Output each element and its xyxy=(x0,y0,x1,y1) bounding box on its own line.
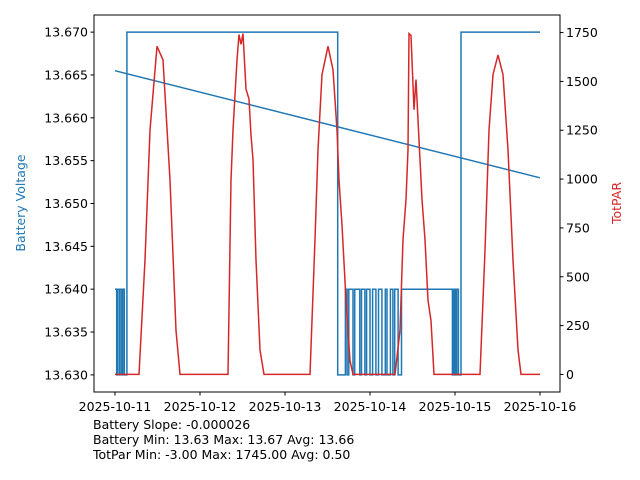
x-tick-label: 2025-10-15 xyxy=(419,399,492,414)
right-axis-label: TotPAR xyxy=(609,182,624,225)
right-tick-label: 750 xyxy=(566,220,590,235)
right-tick-label: 0 xyxy=(566,367,574,382)
left-tick-label: 13.640 xyxy=(44,282,88,297)
left-tick-label: 13.645 xyxy=(44,239,88,254)
x-tick-label: 2025-10-11 xyxy=(79,399,152,414)
x-tick-label: 2025-10-14 xyxy=(334,399,407,414)
annotation-battery-slope: Battery Slope: -0.000026 xyxy=(93,417,251,432)
left-tick-label: 13.660 xyxy=(44,110,88,125)
right-tick-label: 1500 xyxy=(566,74,598,89)
x-tick-label: 2025-10-13 xyxy=(249,399,322,414)
series-totpar xyxy=(115,31,540,376)
annotation-battery-stats: Battery Min: 13.63 Max: 13.67 Avg: 13.66 xyxy=(93,432,355,447)
right-tick-label: 500 xyxy=(566,269,590,284)
series-battery-voltage xyxy=(115,31,540,376)
series-battery-trend xyxy=(114,69,541,179)
right-tick-label: 250 xyxy=(566,318,590,333)
left-tick-label: 13.635 xyxy=(44,325,88,340)
left-tick-label: 13.670 xyxy=(44,25,88,40)
stats-annotations: Battery Slope: -0.000026 Battery Min: 13… xyxy=(93,417,354,462)
left-tick-label: 13.665 xyxy=(44,67,88,82)
x-tick-label: 2025-10-12 xyxy=(164,399,237,414)
left-axis-label: Battery Voltage xyxy=(13,154,28,251)
right-tick-label: 1000 xyxy=(566,172,598,187)
right-tick-label: 1250 xyxy=(566,123,598,138)
x-tick-label: 2025-10-16 xyxy=(504,399,577,414)
left-tick-label: 13.630 xyxy=(44,367,88,382)
left-tick-label: 13.650 xyxy=(44,196,88,211)
annotation-totpar-stats: TotPar Min: -3.00 Max: 1745.00 Avg: 0.50 xyxy=(93,447,351,462)
left-tick-label: 13.655 xyxy=(44,153,88,168)
right-tick-label: 1750 xyxy=(566,25,598,40)
